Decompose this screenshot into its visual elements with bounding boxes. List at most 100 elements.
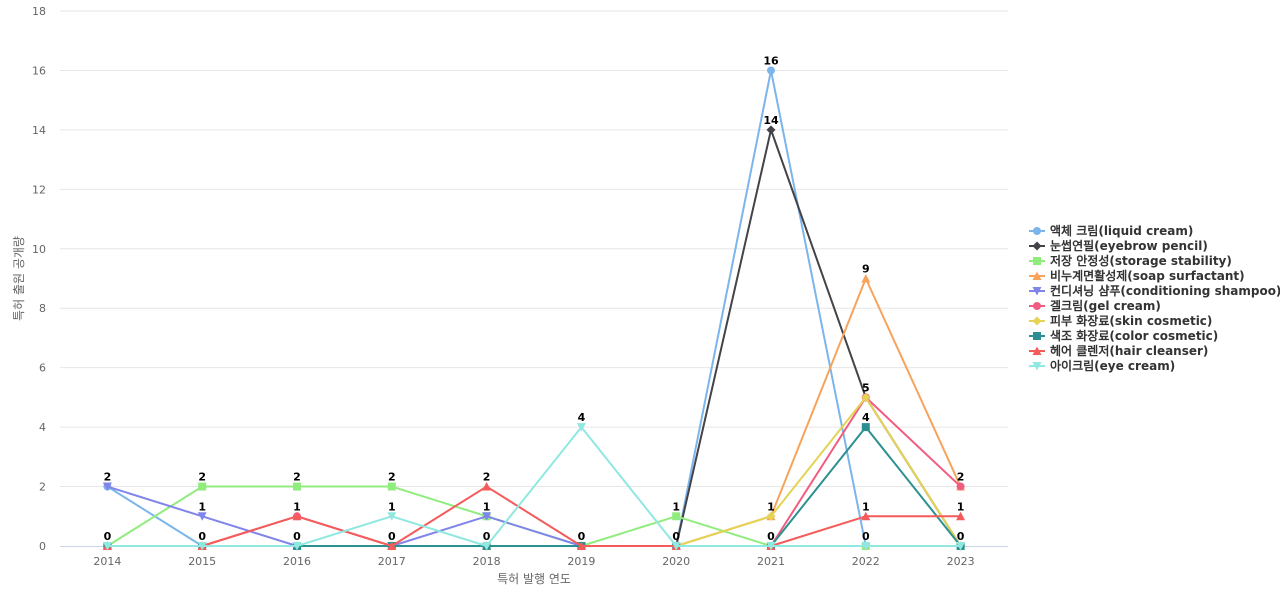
legend-item[interactable]: 저장 안정성(storage stability) [1028,253,1280,268]
data-point[interactable] [387,541,397,551]
data-point[interactable] [292,511,302,521]
data-point[interactable] [197,542,207,551]
data-point[interactable] [861,274,871,283]
legend-symbol-icon [1029,361,1045,370]
legend-label: 피부 화장료(skin cosmetic) [1050,314,1213,328]
data-point[interactable] [102,482,112,492]
y-tick-label: 16 [32,64,46,77]
data-label: 1 [483,500,491,513]
legend-symbol-icon [1029,286,1045,295]
legend-marker [1032,271,1042,280]
data-point[interactable] [482,482,492,491]
data-point[interactable] [292,542,302,551]
y-axis-ticks: 0 2 4 6 8 10 12 14 16 18 [32,5,46,553]
data-point[interactable] [766,125,776,135]
data-point[interactable] [956,482,965,491]
data-label: 2 [293,471,301,484]
legend-item[interactable]: 컨디셔닝 샴푸(conditioning shampoo) [1028,283,1280,298]
data-label: 1 [767,500,775,513]
data-label: 0 [672,530,680,543]
data-point[interactable] [766,511,776,521]
legend-marker [1033,226,1041,235]
data-point[interactable] [672,512,681,521]
data-label: 0 [767,530,775,543]
legend-label: 저장 안정성(storage stability) [1050,254,1232,268]
legend-symbol-icon [1029,331,1045,340]
legend-marker [1032,346,1042,355]
data-point[interactable] [767,66,775,75]
legend-marker [1032,286,1042,295]
x-tick-label: 2015 [188,555,216,568]
legend-label: 아이크림(eye cream) [1050,359,1176,373]
legend-marker [1033,256,1041,265]
series-10 [102,423,966,551]
data-label: 0 [862,530,870,543]
data-point[interactable] [482,542,492,551]
data-label: 2 [483,471,491,484]
y-tick-label: 18 [32,5,46,18]
legend-item[interactable]: 비누계면활성제(soap surfactant) [1028,268,1280,283]
legend-label: 색조 화장료(color cosmetic) [1050,329,1219,343]
data-label: 0 [578,530,586,543]
legend-item[interactable]: 헤어 클렌저(hair cleanser) [1028,343,1280,358]
data-point[interactable] [861,423,870,432]
data-label: 0 [293,530,301,543]
legend-item[interactable]: 눈썹연필(eyebrow pencil) [1028,238,1280,253]
data-point[interactable] [671,542,681,551]
x-axis-ticks: 2014 2015 2016 2017 2018 2019 2020 2021 2022 2023 [93,555,974,568]
legend-label: 눈썹연필(eyebrow pencil) [1050,239,1208,253]
data-point[interactable] [482,512,492,521]
legend-symbol-icon [1029,346,1045,355]
legend-marker [1033,331,1041,340]
data-point[interactable] [861,542,871,551]
data-label: 1 [293,500,301,513]
y-tick-label: 14 [32,124,46,137]
data-label: 14 [763,114,779,127]
legend-symbol-icon [1029,226,1045,235]
legend-label: 컨디셔닝 샴푸(conditioning shampoo) [1050,284,1280,298]
legend-label: 액체 크림(liquid cream) [1050,224,1194,238]
legend-item[interactable]: 피부 화장료(skin cosmetic) [1028,313,1280,328]
data-label: 1 [198,500,206,513]
legend-item[interactable]: 액체 크림(liquid cream) [1028,223,1280,238]
data-point[interactable] [956,542,966,551]
x-tick-label: 2020 [662,555,690,568]
legend-marker [1032,241,1042,250]
data-point[interactable] [861,511,871,521]
legend-item[interactable]: 겔크림(gel cream) [1028,298,1280,313]
x-tick-label: 2023 [947,555,975,568]
data-label: 0 [483,530,491,543]
data-point[interactable] [576,541,586,551]
legend-item[interactable]: 색조 화장료(color cosmetic) [1028,328,1280,343]
legend-symbol-icon [1029,271,1045,280]
data-point[interactable] [198,482,207,491]
x-tick-label: 2017 [378,555,406,568]
data-point[interactable] [861,392,871,402]
data-point[interactable] [293,482,301,491]
data-label: 2 [198,471,206,484]
data-label: 1 [957,500,965,513]
gridlines [60,10,1008,488]
series-line [107,485,961,547]
series-line [107,128,962,547]
legend-marker [1032,316,1042,325]
legend-symbol-icon [1029,301,1045,310]
x-tick-label: 2016 [283,555,311,568]
series-line [107,396,962,547]
x-tick-label: 2014 [93,555,121,568]
data-label: 2 [104,471,112,484]
legend-marker [1032,361,1042,370]
data-label: 0 [957,530,965,543]
data-point[interactable] [766,542,776,551]
data-point[interactable] [576,423,586,432]
data-label: 0 [104,530,112,543]
data-point[interactable] [387,482,396,491]
data-point[interactable] [956,511,966,521]
data-label: 4 [578,411,586,424]
y-tick-label: 6 [39,362,46,375]
data-point[interactable] [102,542,112,551]
data-point[interactable] [387,512,397,521]
legend-item[interactable]: 아이크림(eye cream) [1028,358,1280,373]
series-lines [102,66,966,551]
data-point[interactable] [197,512,207,521]
